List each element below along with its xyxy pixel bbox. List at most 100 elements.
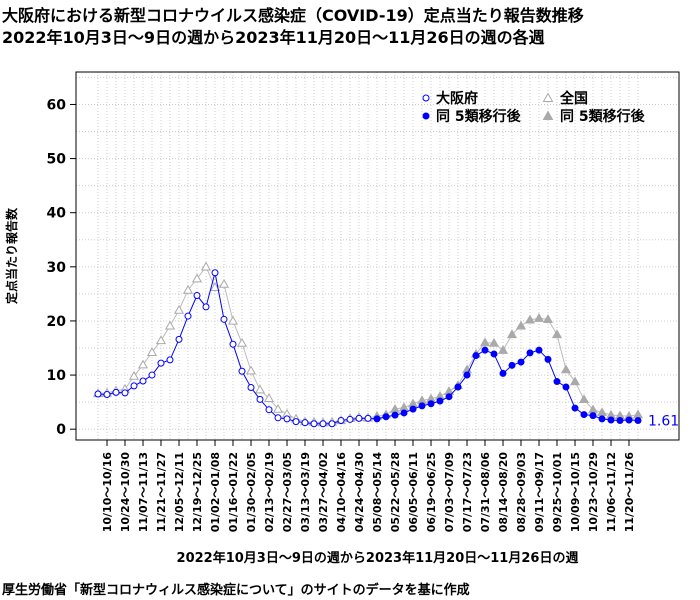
osaka-point — [274, 414, 282, 422]
legend-marker-national-post — [542, 110, 554, 120]
national-point — [209, 282, 221, 292]
x-tick-label: 11/07〜11/13 — [137, 452, 150, 532]
osaka-point — [571, 404, 579, 412]
national-point — [272, 403, 284, 413]
osaka-point — [175, 335, 183, 343]
osaka-point — [184, 312, 192, 320]
osaka-point — [319, 420, 327, 428]
x-tick-label: 01/02〜01/08 — [209, 452, 222, 532]
national-point — [506, 329, 518, 339]
osaka-point — [139, 377, 147, 385]
x-tick-label: 03/13〜03/19 — [299, 452, 312, 532]
national-point — [236, 337, 248, 347]
y-tick-label: 50 — [47, 152, 67, 168]
national-point — [200, 261, 212, 271]
national-point — [263, 393, 275, 402]
national-point — [227, 315, 239, 325]
y-tick-label: 60 — [47, 97, 67, 113]
national-point — [551, 329, 563, 339]
osaka-point — [607, 416, 615, 424]
osaka-point — [121, 389, 129, 397]
osaka-point — [508, 361, 516, 369]
x-tick-label: 06/05〜06/11 — [407, 452, 420, 532]
x-tick-label: 01/30〜02/05 — [245, 452, 258, 532]
x-tick-label: 02/27〜03/05 — [281, 452, 294, 532]
osaka-point — [247, 384, 255, 392]
legend-label-osaka-post: 同 5類移行後 — [436, 108, 522, 125]
x-tick-label: 04/24〜04/30 — [353, 452, 366, 533]
legend-label-national: 全国 — [559, 90, 588, 107]
osaka-point — [265, 406, 273, 414]
x-tick-label: 11/06〜11/12 — [605, 452, 618, 532]
x-tick-label: 10/10〜10/16 — [101, 452, 114, 533]
x-tick-label: 12/19〜12/25 — [191, 452, 204, 532]
osaka-point — [112, 388, 120, 396]
osaka-point — [283, 415, 291, 423]
osaka-point — [301, 419, 309, 427]
national-point — [137, 359, 149, 369]
osaka-point — [310, 420, 318, 428]
national-point — [218, 278, 230, 288]
osaka-point — [373, 415, 381, 423]
osaka-point — [94, 390, 102, 398]
national-point — [173, 304, 185, 314]
x-tick-label: 10/09〜10/15 — [569, 452, 582, 532]
osaka-point — [202, 303, 210, 311]
osaka-point — [391, 411, 399, 419]
osaka-point — [157, 359, 165, 367]
x-tick-label: 05/08〜05/14 — [371, 452, 384, 533]
osaka-point — [553, 378, 561, 386]
osaka-point — [166, 356, 174, 364]
osaka-point — [238, 367, 246, 375]
osaka-point — [220, 315, 228, 323]
osaka-point — [625, 416, 633, 424]
national-point — [542, 314, 554, 323]
x-tick-label: 11/20〜11/26 — [623, 452, 636, 533]
osaka-point — [337, 417, 345, 425]
osaka-point — [130, 382, 138, 390]
national-point — [524, 314, 536, 324]
y-tick-label: 20 — [47, 314, 67, 330]
y-tick-label: 30 — [47, 260, 67, 276]
osaka-point — [535, 346, 543, 354]
osaka-point — [616, 417, 624, 425]
osaka-point — [211, 269, 219, 277]
osaka-point — [409, 405, 417, 413]
osaka-point — [436, 397, 444, 405]
x-tick-label: 09/11〜09/17 — [533, 452, 546, 532]
osaka-point — [427, 400, 435, 408]
national-point — [245, 365, 257, 375]
y-tick-label: 0 — [56, 422, 66, 438]
national-point — [533, 313, 545, 322]
national-point — [164, 320, 176, 330]
chart-title: 大阪府における新型コロナウイルス感染症（COVID-19）定点当たり報告数推移 — [2, 6, 584, 25]
x-tick-label: 03/27〜04/02 — [317, 452, 330, 532]
national-point — [254, 384, 266, 394]
x-tick-label: 05/22〜05/28 — [389, 452, 402, 532]
osaka-point — [364, 414, 372, 422]
legend-label-osaka: 大阪府 — [436, 90, 478, 107]
x-tick-label: 07/31〜08/06 — [479, 452, 492, 533]
source-note: 厚生労働省「新型コロナウィルス感染症について」のサイトのデータを基に作成 — [2, 583, 470, 598]
national-point — [479, 337, 491, 347]
osaka-point — [598, 415, 606, 423]
x-tick-label: 04/10〜04/16 — [335, 452, 348, 533]
osaka-point — [526, 349, 534, 357]
osaka-point — [463, 371, 471, 379]
national-point — [632, 409, 644, 419]
national-point — [182, 284, 194, 294]
osaka-point — [517, 358, 525, 366]
osaka-point — [445, 393, 453, 401]
national-point — [560, 364, 572, 374]
osaka-point — [490, 350, 498, 358]
y-tick-label: 10 — [47, 368, 67, 384]
end-value-label: 1.61 — [648, 413, 679, 429]
osaka-point — [256, 395, 264, 403]
osaka-point — [400, 409, 408, 417]
osaka-point — [544, 355, 552, 363]
osaka-point — [634, 416, 642, 424]
national-point — [146, 347, 158, 356]
legend-marker-osaka — [422, 94, 430, 102]
osaka-point — [454, 383, 462, 391]
osaka-point — [193, 292, 201, 300]
